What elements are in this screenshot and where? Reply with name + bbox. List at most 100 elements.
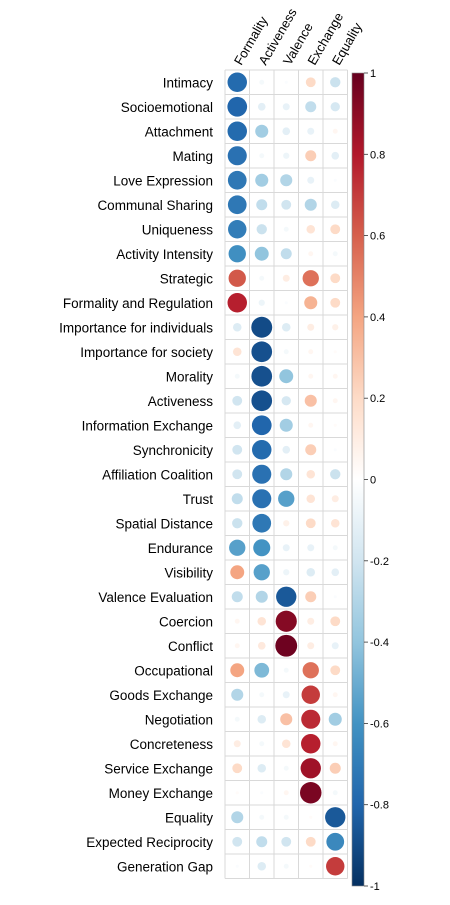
corr-circle-intimacy-activeness	[259, 79, 265, 85]
corr-circle-coercion-equality	[330, 616, 341, 627]
corr-circle-equality-activeness	[259, 814, 265, 820]
corr-circle-equality-valence	[283, 814, 289, 820]
grid-layer	[224, 69, 348, 879]
corr-circle-mating-exchange	[305, 150, 317, 162]
corr-circle-intimacy-valence	[284, 80, 288, 84]
corr-circle-socioemotional-valence	[282, 103, 290, 111]
row-label: Love Expression	[113, 173, 213, 188]
colorbar-tick-label: 0.8	[370, 149, 385, 161]
corr-circle-activeness-formality	[232, 395, 243, 406]
corr-circle-synchronicity-activeness	[252, 440, 272, 460]
row-label: Communal Sharing	[97, 198, 213, 213]
corr-circle-formality-and-regulation-exchange	[304, 296, 318, 310]
corr-circle-negotiation-formality	[234, 716, 240, 722]
corr-circle-negotiation-equality	[328, 712, 342, 726]
corr-circle-affiliation-coalition-valence	[280, 468, 293, 481]
row-label: Spatial Distance	[115, 516, 213, 531]
corr-circle-strategic-valence	[282, 274, 290, 282]
corr-circle-concreteness-valence	[281, 739, 291, 749]
corr-circle-attachment-valence	[282, 127, 291, 136]
corr-circle-service-exchange-formality	[232, 763, 243, 774]
corr-circle-spatial-distance-equality	[330, 518, 340, 528]
colorbar-tick-label: 0.4	[370, 312, 385, 324]
corr-circle-formality-and-regulation-equality	[330, 297, 341, 308]
corr-circle-endurance-activeness	[253, 539, 271, 557]
corr-circle-visibility-formality	[230, 565, 245, 580]
corr-circle-goods-exchange-equality	[332, 692, 338, 698]
column-labels: FormalityActivenessValenceExchangeEquali…	[231, 5, 365, 67]
corr-circle-goods-exchange-activeness	[259, 692, 265, 698]
corr-circle-synchronicity-exchange	[305, 444, 317, 456]
corr-circle-goods-exchange-exchange	[301, 685, 320, 704]
corr-circle-information-exchange-activeness	[251, 415, 272, 436]
colorbar-tick-label: 0.6	[370, 231, 385, 243]
corr-circle-communal-sharing-activeness	[256, 199, 268, 211]
corr-circle-attachment-equality	[332, 128, 338, 134]
corr-circle-synchronicity-formality	[232, 444, 243, 455]
row-label: Conflict	[168, 639, 213, 654]
corr-circle-mating-activeness	[259, 153, 265, 159]
corr-circle-communal-sharing-equality	[330, 200, 340, 210]
corr-circle-valence-evaluation-formality	[231, 591, 243, 603]
colorbar-tick-label: 1	[370, 68, 376, 80]
corr-circle-valence-evaluation-activeness	[255, 590, 268, 603]
corr-circle-negotiation-activeness	[257, 714, 267, 724]
row-label: Mating	[172, 149, 213, 164]
corr-circle-information-exchange-exchange	[308, 422, 314, 428]
corr-circle-attachment-formality	[227, 121, 247, 141]
corr-circle-formality-and-regulation-activeness	[258, 299, 265, 306]
row-label: Activity Intensity	[116, 247, 213, 262]
row-label: Negotiation	[145, 712, 213, 727]
corr-circle-expected-reciprocity-formality	[232, 836, 243, 847]
row-label: Strategic	[160, 271, 214, 286]
row-label: Intimacy	[163, 75, 214, 90]
corr-circle-importance-for-individuals-activeness	[251, 316, 273, 338]
corr-circle-goods-exchange-formality	[231, 688, 244, 701]
corr-circle-communal-sharing-formality	[227, 195, 247, 215]
row-label: Goods Exchange	[109, 688, 213, 703]
corr-circle-money-exchange-formality	[235, 791, 239, 795]
corr-circle-uniqueness-activeness	[256, 224, 267, 235]
corr-circle-generation-gap-exchange	[309, 864, 313, 868]
corr-circle-morality-equality	[332, 373, 338, 379]
row-label: Affiliation Coalition	[102, 467, 213, 482]
corr-circle-morality-valence	[279, 369, 294, 384]
corr-circle-conflict-exchange	[307, 642, 315, 650]
corr-circle-synchronicity-valence	[282, 445, 291, 454]
corr-circle-activeness-exchange	[304, 394, 317, 407]
corr-circle-service-exchange-valence	[283, 765, 289, 771]
row-label: Endurance	[148, 541, 213, 556]
corr-circle-intimacy-formality	[227, 72, 247, 92]
corr-circle-activeness-equality	[332, 398, 338, 404]
corr-circle-love-expression-valence	[280, 174, 293, 187]
corr-circle-affiliation-coalition-formality	[232, 469, 243, 480]
colorbar-tick-label: -0.8	[370, 800, 389, 812]
corr-circle-synchronicity-equality	[333, 448, 337, 452]
corr-circle-endurance-valence	[282, 544, 290, 552]
corr-circle-concreteness-equality	[332, 741, 338, 747]
corr-circle-activity-intensity-exchange	[308, 251, 314, 257]
corr-circle-endurance-formality	[229, 539, 246, 556]
colorbar-gradient	[352, 73, 364, 886]
corr-circle-spatial-distance-valence	[283, 520, 290, 527]
corr-circle-information-exchange-valence	[279, 418, 293, 432]
corr-circle-strategic-exchange	[302, 270, 319, 287]
corr-circle-importance-for-individuals-valence	[281, 322, 291, 332]
corr-circle-formality-and-regulation-formality	[227, 293, 247, 313]
corr-circle-visibility-equality	[331, 568, 340, 577]
corr-circle-equality-equality	[325, 807, 346, 828]
corr-circle-trust-exchange	[306, 494, 316, 504]
corr-circle-service-exchange-exchange	[300, 758, 321, 779]
colorbar-tick-label: -1	[370, 881, 380, 893]
corr-circle-affiliation-coalition-equality	[330, 469, 341, 480]
corr-circle-information-exchange-equality	[333, 423, 337, 427]
corr-circle-spatial-distance-activeness	[252, 513, 272, 533]
corr-circle-importance-for-individuals-exchange	[307, 323, 315, 331]
corr-circle-money-exchange-exchange	[300, 782, 322, 804]
corr-circle-negotiation-exchange	[301, 709, 321, 729]
corr-circle-occupational-activeness	[254, 662, 270, 678]
row-label: Money Exchange	[109, 786, 213, 801]
corr-circle-mating-valence	[283, 152, 290, 159]
corr-circle-love-expression-exchange	[307, 176, 315, 184]
